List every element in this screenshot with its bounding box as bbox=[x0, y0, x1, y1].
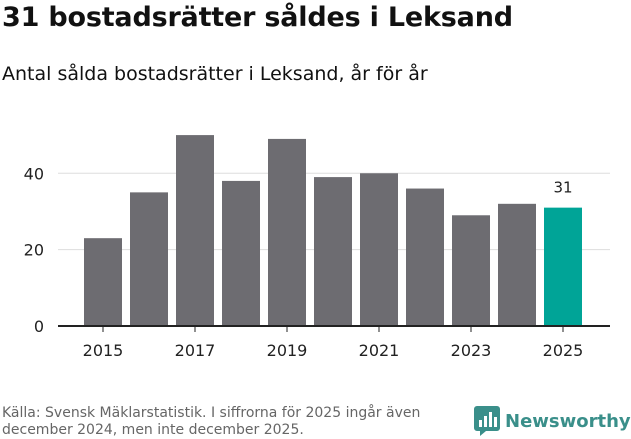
bar-2020 bbox=[314, 177, 352, 326]
bar-2024 bbox=[498, 203, 536, 326]
bar-2025 bbox=[544, 207, 582, 326]
newsworthy-logo-icon bbox=[474, 406, 500, 436]
bar-2023 bbox=[452, 215, 490, 326]
y-tick-label: 20 bbox=[24, 241, 44, 260]
y-tick-label: 40 bbox=[24, 164, 44, 183]
x-tick-label: 2025 bbox=[543, 341, 584, 360]
page-title: 31 bostadsrätter såldes i Leksand bbox=[2, 2, 513, 33]
chart-labels: 0 20 40 2015 2017 2019 2021 2023 2025 31 bbox=[24, 164, 584, 360]
axes bbox=[58, 325, 610, 332]
x-tick-label: 2021 bbox=[359, 341, 400, 360]
bar-2022 bbox=[406, 188, 444, 326]
chart-subtitle: Antal sålda bostadsrätter i Leksand, år … bbox=[2, 63, 428, 85]
source-note: Källa: Svensk Mäklarstatistik. I siffror… bbox=[2, 405, 421, 438]
bar-2015 bbox=[84, 238, 122, 326]
bar-2021 bbox=[360, 173, 398, 326]
x-tick-label: 2017 bbox=[175, 341, 216, 360]
data-label: 31 bbox=[553, 179, 572, 197]
bar-2017 bbox=[176, 135, 214, 326]
x-tick-label: 2015 bbox=[83, 341, 124, 360]
newsworthy-logo[interactable]: Newsworthy bbox=[474, 406, 631, 436]
x-tick-label: 2023 bbox=[451, 341, 492, 360]
y-tick-label: 0 bbox=[34, 317, 44, 336]
x-tick-label: 2019 bbox=[267, 341, 308, 360]
bars bbox=[84, 135, 582, 326]
bar-2016 bbox=[130, 192, 168, 326]
bar-2018 bbox=[222, 180, 260, 326]
logo-text: Newsworthy bbox=[505, 410, 631, 432]
bar-2019 bbox=[268, 138, 306, 326]
